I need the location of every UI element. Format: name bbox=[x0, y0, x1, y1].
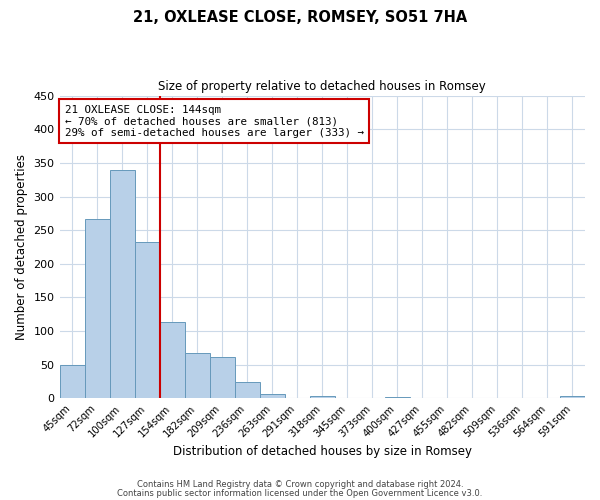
Bar bbox=[110, 170, 134, 398]
Bar bbox=[260, 394, 285, 398]
Bar bbox=[185, 352, 209, 399]
Y-axis label: Number of detached properties: Number of detached properties bbox=[15, 154, 28, 340]
Title: Size of property relative to detached houses in Romsey: Size of property relative to detached ho… bbox=[158, 80, 486, 93]
Text: 21, OXLEASE CLOSE, ROMSEY, SO51 7HA: 21, OXLEASE CLOSE, ROMSEY, SO51 7HA bbox=[133, 10, 467, 25]
Bar bbox=[160, 322, 185, 398]
Text: Contains HM Land Registry data © Crown copyright and database right 2024.: Contains HM Land Registry data © Crown c… bbox=[137, 480, 463, 489]
Bar bbox=[85, 218, 110, 398]
Bar bbox=[134, 242, 160, 398]
X-axis label: Distribution of detached houses by size in Romsey: Distribution of detached houses by size … bbox=[173, 444, 472, 458]
Bar bbox=[59, 365, 85, 398]
Bar bbox=[560, 396, 585, 398]
Text: Contains public sector information licensed under the Open Government Licence v3: Contains public sector information licen… bbox=[118, 488, 482, 498]
Bar bbox=[385, 397, 410, 398]
Bar bbox=[235, 382, 260, 398]
Bar bbox=[310, 396, 335, 398]
Bar bbox=[209, 356, 235, 399]
Text: 21 OXLEASE CLOSE: 144sqm
← 70% of detached houses are smaller (813)
29% of semi-: 21 OXLEASE CLOSE: 144sqm ← 70% of detach… bbox=[65, 104, 364, 138]
